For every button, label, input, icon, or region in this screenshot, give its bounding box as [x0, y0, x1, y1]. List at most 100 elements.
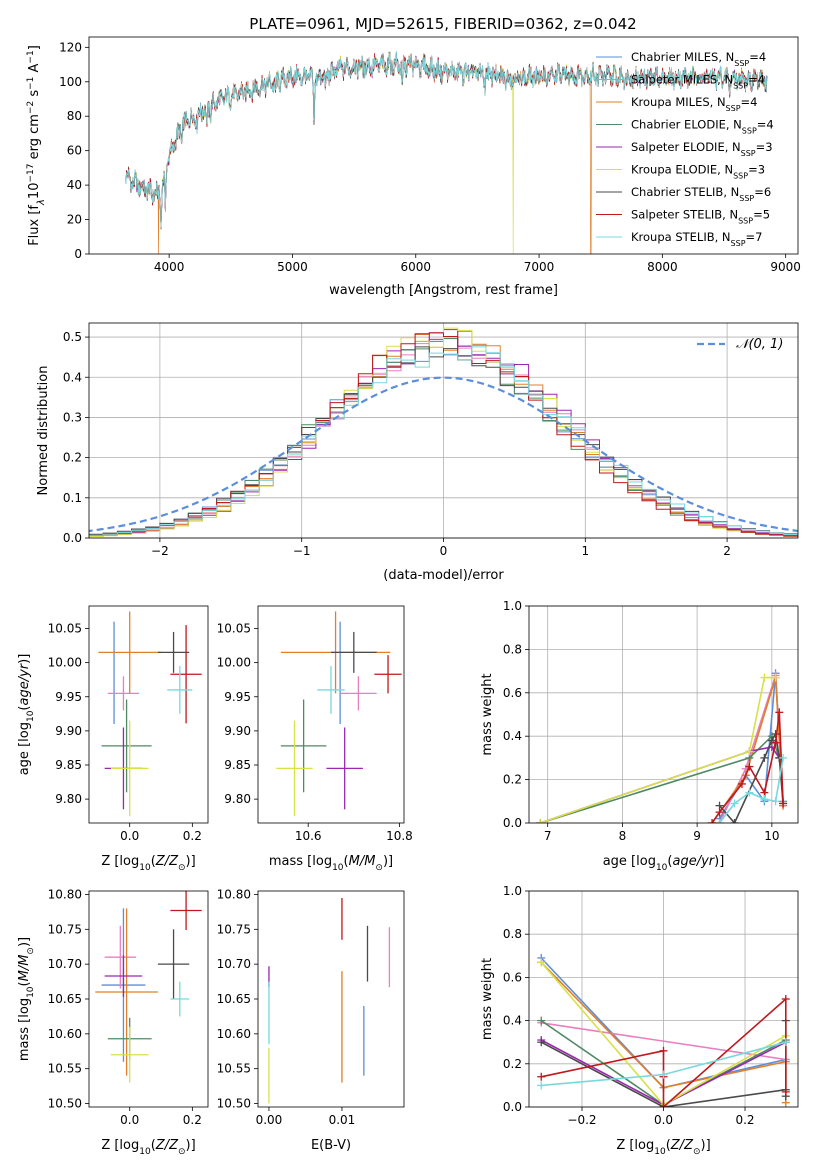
- label-part: )]: [17, 937, 32, 947]
- label-part: (: [666, 1138, 671, 1153]
- x-tick-label: 9000: [770, 260, 801, 274]
- x-tick-label: 7000: [524, 260, 555, 274]
- plot-area-spectrum: [125, 51, 768, 254]
- y-tick-label: 9.85: [224, 758, 251, 772]
- x-tick-label: 6000: [400, 260, 431, 274]
- label-part: )]: [186, 854, 196, 869]
- label-subscript: λ: [36, 199, 47, 206]
- errorbar-salpeter-stelib: [170, 625, 202, 724]
- errorbar-kroupa-elodie: [276, 720, 313, 817]
- errorbar-salpeter-stelib: [374, 655, 402, 694]
- weight-line: [539, 676, 776, 823]
- y-axis-label: mass weight: [480, 673, 495, 755]
- x-tick-label: 10.8: [386, 829, 413, 843]
- x-tick-label: 0.0: [654, 1113, 673, 1127]
- y-tick-label: 0.0: [503, 1100, 522, 1114]
- errorbar-kroupa-stelib: [170, 981, 190, 1017]
- legend-text: Kroupa MILES, N: [631, 95, 726, 109]
- histogram-kroupa-stelib: [89, 346, 798, 537]
- weight-line: [711, 712, 784, 823]
- y-tick-label: 10.05: [48, 622, 82, 636]
- y-tick-label: 10.75: [48, 922, 82, 936]
- legend-subscript: SSP: [741, 149, 756, 158]
- legend-entry: Salpeter STELIB, NSSP=5: [631, 208, 770, 226]
- label-part: mass [log: [17, 998, 32, 1061]
- label-math: M/M: [349, 854, 376, 869]
- label-subscript: ⊙: [26, 947, 36, 955]
- errorbar-chabrier-elodie: [101, 699, 152, 793]
- x-tick-label: 0.0: [120, 829, 139, 843]
- axes-frame: [528, 890, 799, 1108]
- label-part: (: [17, 981, 32, 986]
- legend-entry: Chabrier STELIB, NSSP=6: [631, 185, 771, 203]
- plot-area-age_vs_Z: [98, 611, 202, 817]
- label-subscript: 10: [332, 863, 344, 873]
- legend-count: =3: [756, 140, 773, 154]
- y-tick-label: 10.00: [217, 656, 251, 670]
- errorbar-salpeter-miles: [340, 676, 377, 711]
- errorbar-chabrier-stelib: [331, 631, 377, 673]
- y-tick-label: 0.2: [503, 773, 522, 787]
- legend-text: Kroupa STELIB, N: [631, 230, 731, 244]
- axes-spectrum: 4000 5000 6000 7000 8000 9000 0 20 40 60 80 100 120 w…: [26, 36, 801, 298]
- axes-frame: [88, 322, 799, 539]
- errorbar-chabrier-stelib: [157, 929, 190, 999]
- errorbar-salpeter-elodie: [104, 955, 143, 997]
- weight-series-kroupa-elodie: [536, 673, 780, 823]
- y-axis-label: mass [log10(M/M⊙)]: [17, 937, 36, 1061]
- label-superscript: −17: [26, 164, 36, 183]
- y-tick-label: 120: [59, 40, 82, 54]
- axes-frame: [528, 605, 799, 824]
- histogram-chabrier-stelib: [89, 346, 798, 536]
- x-tick-label: 2: [723, 544, 731, 558]
- weight-series-kroupa-stelib: [715, 753, 788, 823]
- y-tick-label: 10.50: [48, 1097, 82, 1111]
- x-axis-label: (data-model)/error: [383, 568, 504, 583]
- legend-count: =5: [753, 208, 770, 222]
- weight-series-salpeter-stelib: [537, 995, 790, 1107]
- errorbar-kroupa-miles: [95, 908, 158, 1076]
- histogram-chabrier-elodie: [89, 338, 798, 537]
- x-tick-label: 8: [619, 829, 627, 843]
- y-tick-label: 20: [67, 213, 82, 227]
- label-part: )]: [186, 1138, 196, 1153]
- x-tick-label: 8000: [647, 260, 678, 274]
- y-axis-label: Normed distribution: [36, 366, 51, 496]
- y-tick-label: 10.55: [48, 1062, 82, 1076]
- label-part: )]: [701, 1138, 711, 1153]
- y-tick-label: 0.4: [63, 370, 82, 384]
- y-tick-label: 10.80: [217, 887, 251, 901]
- y-tick-label: 9.90: [224, 724, 251, 738]
- legend-text: Chabrier ELODIE, N: [631, 118, 742, 132]
- x-axis-label: Z [log10(Z/Z⊙)]: [101, 1138, 195, 1157]
- x-tick-label: 10: [764, 829, 779, 843]
- x-axis-label: Z [log10(Z/Z⊙)]: [101, 854, 195, 873]
- legend-count: =3: [748, 163, 765, 177]
- x-axis-label: age [log10(age/yr)]: [603, 854, 725, 873]
- legend-count: =4: [757, 118, 774, 132]
- x-tick-label: 0.0: [120, 1113, 139, 1127]
- label-subscript: ⊙: [178, 863, 186, 873]
- label-part: (: [151, 854, 156, 869]
- axes-mass_vs_EBV: 0.00 0.01 10.50 10.55 10.60 10.65 10.70 10.75 10…: [217, 887, 405, 1153]
- y-tick-label: 10.65: [48, 992, 82, 1006]
- y-tick-label: 40: [67, 178, 82, 192]
- axes-mass_vs_Z: 0.0 0.2 10.50 10.55 10.60 10.65 10.70 10.75 10.8…: [17, 887, 209, 1157]
- normal-curve: [89, 376, 798, 533]
- legend-subscript: SSP: [726, 104, 741, 113]
- label-part: age [log: [603, 854, 656, 869]
- x-axis-label: E(B-V): [311, 1138, 351, 1153]
- x-axis-label: Z [log10(Z/Z⊙)]: [616, 1138, 710, 1157]
- legend-subscript: SSP: [734, 59, 749, 68]
- axes-weight_vs_Z: −0.2 0.0 0.2 0.0 0.2 0.4 0.6 0.8 1.0 mass weight Z…: [480, 884, 799, 1157]
- label-part: age [log: [17, 722, 32, 775]
- errorbar-salpeter-elodie: [326, 727, 363, 810]
- x-tick-label: −2: [151, 544, 169, 558]
- label-subscript: 10: [26, 986, 36, 998]
- y-tick-label: 10.50: [217, 1097, 251, 1111]
- x-tick-label: 0.2: [183, 829, 202, 843]
- x-tick-label: 0: [440, 544, 448, 558]
- label-part: mass [log: [269, 854, 332, 869]
